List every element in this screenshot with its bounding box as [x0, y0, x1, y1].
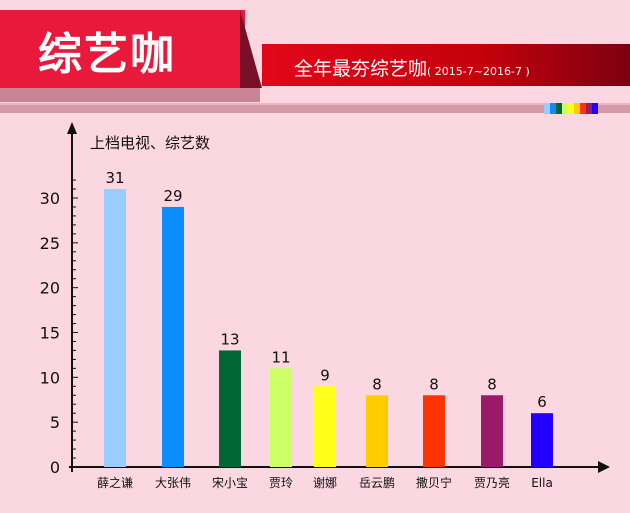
- category-label: 贾乃亮: [474, 475, 510, 490]
- swatch-cell: [580, 103, 586, 114]
- bar: [314, 386, 336, 467]
- swatch-cell: [556, 103, 562, 114]
- header-stripe: [0, 103, 630, 113]
- data-label: 9: [320, 366, 330, 384]
- category-label: 撒贝宁: [416, 475, 452, 490]
- bar: [366, 395, 388, 467]
- color-swatch: [544, 103, 598, 114]
- swatch-cell: [592, 103, 598, 114]
- bar: [104, 189, 126, 468]
- data-label: 8: [487, 375, 497, 393]
- data-label: 6: [537, 393, 547, 411]
- y-tick-label: 25: [40, 234, 60, 253]
- page-title: 综艺咖: [38, 29, 176, 80]
- swatch-cell: [568, 103, 574, 114]
- subtitle: 全年最夯综艺咖( 2015-7~2016-7 ): [294, 54, 530, 81]
- bar: [270, 368, 292, 467]
- subtitle-bar: [262, 44, 630, 86]
- y-tick-label: 10: [40, 368, 60, 387]
- bar: [423, 395, 445, 467]
- period: ( 2015-7~2016-7 ): [427, 65, 530, 78]
- subtitle-text: 全年最夯综艺咖: [294, 58, 428, 80]
- y-tick-label: 0: [50, 458, 60, 477]
- category-label: 贾玲: [269, 476, 293, 490]
- y-axis-label: 上档电视、综艺数: [90, 134, 210, 152]
- bar: [481, 395, 503, 467]
- category-label: 宋小宝: [212, 475, 248, 490]
- data-label: 11: [271, 348, 290, 366]
- x-axis-arrow: [598, 461, 610, 473]
- data-label: 31: [105, 169, 124, 187]
- swatch-cell: [586, 103, 592, 114]
- category-label: 岳云鹏: [359, 476, 395, 490]
- swatch-cell: [562, 103, 568, 114]
- category-label: 薛之谦: [97, 476, 133, 490]
- header-band: [0, 88, 260, 102]
- category-label: 大张伟: [155, 476, 191, 490]
- bar: [162, 206, 184, 467]
- swatch-cell: [574, 103, 580, 114]
- header-banner: [0, 10, 245, 88]
- category-label: 谢娜: [313, 475, 337, 490]
- header-banner-fold: [240, 10, 262, 88]
- y-tick-label: 15: [40, 324, 60, 343]
- y-axis-arrow: [67, 122, 77, 134]
- category-label: Ella: [531, 476, 553, 490]
- bar: [219, 350, 241, 467]
- y-tick-label: 20: [40, 279, 60, 298]
- data-label: 8: [429, 375, 439, 393]
- y-tick-label: 5: [50, 413, 60, 432]
- data-label: 13: [220, 330, 239, 348]
- swatch-cell: [550, 103, 556, 114]
- swatch-cell: [544, 103, 550, 114]
- y-tick-label: 30: [40, 189, 60, 208]
- data-label: 8: [372, 375, 382, 393]
- data-label: 29: [163, 187, 182, 205]
- bar: [531, 413, 553, 467]
